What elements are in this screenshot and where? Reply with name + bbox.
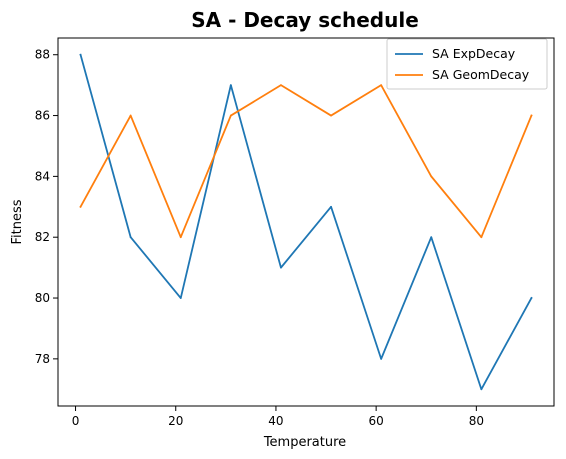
data-point-sa-expdecay bbox=[179, 297, 182, 299]
x-tick-label: 20 bbox=[168, 414, 183, 428]
legend: SA ExpDecay SA GeomDecay bbox=[386, 38, 548, 90]
y-axis: 78 80 82 84 86 88 bbox=[35, 48, 58, 366]
data-point-sa-expdecay bbox=[330, 205, 332, 208]
data-point-sa-geomdecay bbox=[179, 236, 182, 239]
data-point-sa-geomdecay bbox=[129, 114, 132, 117]
y-tick-label: 86 bbox=[35, 109, 50, 123]
x-tick-label: 0 bbox=[72, 414, 80, 428]
data-point-sa-expdecay bbox=[229, 84, 232, 87]
plot-frame bbox=[57, 37, 555, 407]
data-point-sa-expdecay bbox=[430, 236, 433, 239]
data-point-sa-geomdecay bbox=[229, 114, 232, 117]
data-point-sa-expdecay bbox=[129, 236, 132, 239]
plot-background bbox=[58, 38, 554, 406]
y-tick-label: 84 bbox=[35, 169, 50, 183]
data-point-sa-geomdecay bbox=[280, 84, 282, 87]
series-line-sa-geomdecay bbox=[79, 84, 533, 239]
x-tick-label: 40 bbox=[268, 414, 283, 428]
y-tick-label: 78 bbox=[35, 352, 50, 366]
data-point-sa-geomdecay bbox=[380, 84, 383, 87]
x-axis: 0 20 40 60 80 bbox=[72, 406, 484, 428]
data-point-sa-geomdecay bbox=[530, 114, 533, 117]
legend-label-sa-expdecay: SA ExpDecay bbox=[432, 46, 516, 61]
x-tick-label: 60 bbox=[369, 414, 384, 428]
x-tick-label: 80 bbox=[469, 414, 484, 428]
data-point-sa-expdecay bbox=[79, 53, 82, 56]
y-tick-label: 82 bbox=[35, 230, 50, 244]
legend-box bbox=[386, 38, 548, 90]
series-line-sa-expdecay bbox=[79, 53, 533, 391]
plot-area bbox=[58, 38, 554, 406]
data-point-sa-geomdecay bbox=[430, 175, 433, 178]
series-layer bbox=[79, 53, 533, 391]
data-point-sa-geomdecay bbox=[480, 236, 483, 239]
legend-label-sa-geomdecay: SA GeomDecay bbox=[432, 67, 530, 82]
chart-title: SA - Decay schedule bbox=[191, 8, 419, 32]
data-point-sa-geomdecay bbox=[330, 114, 332, 117]
data-point-sa-expdecay bbox=[280, 266, 282, 269]
x-axis-label: Temperature bbox=[263, 435, 346, 450]
y-tick-label: 88 bbox=[35, 48, 50, 62]
data-point-sa-expdecay bbox=[380, 357, 383, 360]
y-tick-label: 80 bbox=[35, 291, 50, 305]
data-point-sa-expdecay bbox=[530, 297, 533, 299]
y-axis-label: Fitness bbox=[10, 199, 25, 244]
data-point-sa-geomdecay bbox=[79, 205, 82, 208]
data-point-sa-expdecay bbox=[480, 388, 483, 391]
